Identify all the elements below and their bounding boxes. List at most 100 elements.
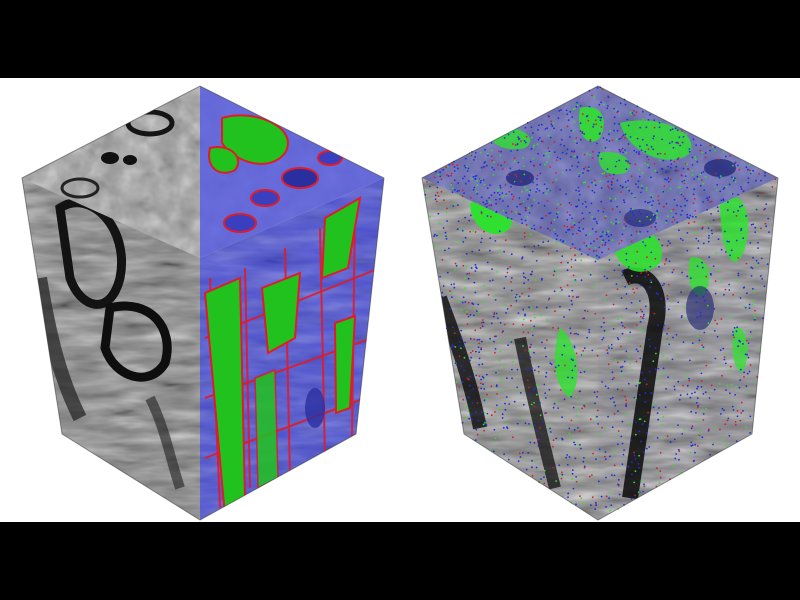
point-marker xyxy=(514,144,517,146)
point-marker xyxy=(584,201,587,203)
point-marker xyxy=(635,230,638,233)
point-marker xyxy=(712,219,715,222)
point-marker xyxy=(563,225,566,227)
point-marker xyxy=(485,200,488,202)
point-marker xyxy=(485,206,488,208)
point-marker xyxy=(658,481,661,484)
point-marker xyxy=(681,180,684,183)
point-marker xyxy=(669,187,672,190)
point-marker xyxy=(505,193,508,195)
point-marker xyxy=(571,217,573,220)
point-marker xyxy=(524,126,527,129)
point-marker xyxy=(662,328,664,330)
point-marker xyxy=(522,272,525,275)
point-marker xyxy=(436,234,438,237)
point-marker xyxy=(725,353,727,356)
point-marker xyxy=(450,283,453,286)
point-marker xyxy=(573,441,575,444)
point-marker xyxy=(693,178,696,180)
point-marker xyxy=(615,138,618,141)
point-marker xyxy=(594,284,597,287)
point-marker xyxy=(627,161,630,164)
point-marker xyxy=(494,411,496,413)
point-marker xyxy=(446,220,448,222)
point-marker xyxy=(657,195,660,197)
point-marker xyxy=(553,290,556,293)
point-marker xyxy=(582,217,585,220)
point-marker xyxy=(503,323,506,326)
point-marker xyxy=(613,122,616,125)
point-marker xyxy=(724,155,727,158)
point-marker xyxy=(699,173,702,176)
point-marker xyxy=(473,338,475,341)
point-marker xyxy=(591,150,594,153)
point-marker xyxy=(490,142,493,144)
point-marker xyxy=(469,359,471,362)
point-marker xyxy=(630,275,633,277)
point-marker xyxy=(673,388,676,391)
point-marker xyxy=(537,202,540,204)
point-marker xyxy=(508,190,511,193)
point-marker xyxy=(726,209,729,212)
point-marker xyxy=(757,348,760,351)
point-marker xyxy=(742,286,745,289)
point-marker xyxy=(434,194,437,197)
point-marker xyxy=(433,235,435,238)
point-marker xyxy=(576,101,578,104)
point-marker xyxy=(602,317,605,319)
point-marker xyxy=(593,191,596,194)
point-marker xyxy=(670,210,672,212)
point-marker xyxy=(625,168,628,170)
point-marker xyxy=(446,165,449,168)
point-marker xyxy=(501,417,504,419)
point-marker xyxy=(679,237,682,240)
point-marker xyxy=(528,287,531,290)
point-marker xyxy=(510,304,512,307)
point-marker xyxy=(522,403,525,406)
point-marker xyxy=(610,347,613,350)
point-marker xyxy=(630,439,632,442)
point-marker xyxy=(476,339,479,341)
point-marker xyxy=(641,423,644,425)
point-marker xyxy=(638,467,640,469)
point-marker xyxy=(506,217,509,219)
point-marker xyxy=(677,448,680,451)
point-marker xyxy=(683,428,686,431)
point-marker xyxy=(701,344,703,347)
point-marker xyxy=(718,383,721,385)
point-marker xyxy=(614,404,617,407)
point-marker xyxy=(510,150,512,152)
point-marker xyxy=(568,201,571,204)
point-marker xyxy=(522,201,525,203)
point-marker xyxy=(732,331,734,333)
point-marker xyxy=(633,481,635,484)
point-marker xyxy=(620,321,623,324)
point-marker xyxy=(561,381,564,384)
point-marker xyxy=(697,281,700,284)
point-marker xyxy=(645,189,648,192)
point-marker xyxy=(527,198,529,200)
point-marker xyxy=(748,303,751,306)
point-marker xyxy=(576,142,578,145)
point-marker xyxy=(486,393,488,396)
point-marker xyxy=(748,370,751,373)
point-marker xyxy=(764,174,766,177)
point-marker xyxy=(681,175,684,177)
point-marker xyxy=(623,201,626,204)
point-marker xyxy=(696,397,699,400)
point-marker xyxy=(708,196,711,199)
point-marker xyxy=(607,180,609,183)
point-marker xyxy=(711,232,713,235)
point-marker xyxy=(607,387,610,390)
point-marker xyxy=(606,349,608,351)
point-marker xyxy=(503,287,506,290)
point-marker xyxy=(694,210,697,212)
point-marker xyxy=(495,385,498,388)
point-marker xyxy=(540,123,543,126)
point-marker xyxy=(594,247,597,249)
point-marker xyxy=(471,250,474,253)
point-marker xyxy=(700,172,703,174)
point-marker xyxy=(575,189,577,192)
point-marker xyxy=(510,253,513,256)
point-marker xyxy=(476,184,479,186)
